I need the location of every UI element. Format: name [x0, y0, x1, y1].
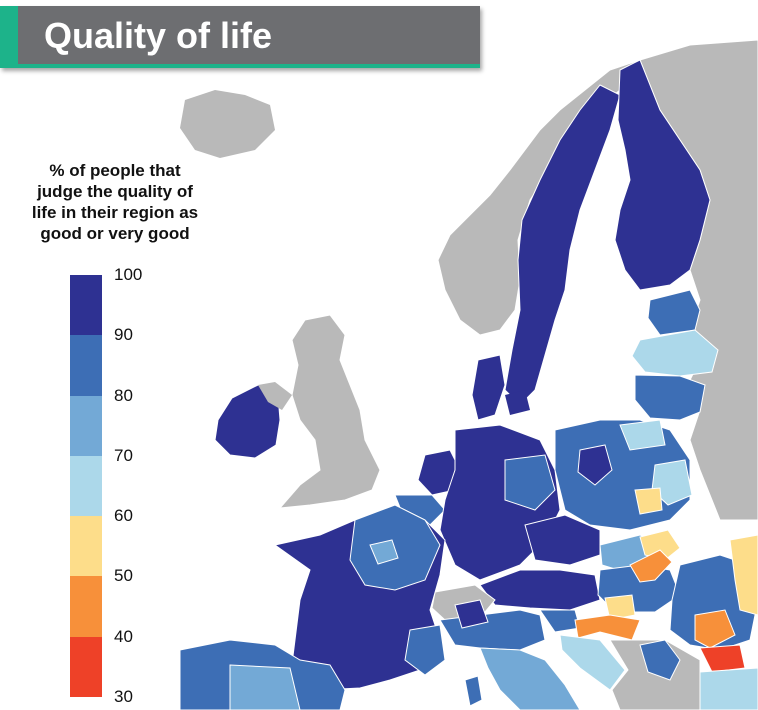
legend-swatch	[70, 275, 102, 336]
croatia-region	[574, 614, 641, 641]
legend-swatch	[70, 455, 102, 517]
poland-north-region	[619, 419, 666, 451]
legend-tick-label: 40	[114, 626, 133, 646]
poland-central-region	[577, 444, 613, 486]
legend-title: % of people that judge the quality of li…	[31, 161, 199, 243]
romania-central-region	[694, 609, 736, 649]
legend-swatch	[70, 636, 102, 697]
balkans-south-region	[639, 639, 681, 681]
legend-tick-label: 60	[114, 506, 133, 526]
denmark-islands	[505, 390, 530, 415]
italy-north-west-region	[454, 599, 489, 629]
slovenia-region	[539, 609, 581, 633]
bulgaria-region	[699, 667, 758, 710]
germany-east-region	[504, 454, 556, 511]
legend-swatch	[70, 335, 102, 396]
legend-swatch	[70, 395, 102, 456]
latvia-region	[631, 329, 719, 377]
denmark-region	[471, 354, 506, 421]
iceland-region	[180, 90, 275, 158]
spain-central-region	[229, 664, 301, 710]
lithuania-region	[634, 374, 706, 421]
legend-tick-label: 50	[114, 566, 133, 586]
title-underline	[18, 64, 480, 68]
finland-region	[614, 59, 711, 291]
hungary-east-region	[629, 549, 673, 583]
legend-tick-label: 80	[114, 385, 133, 405]
romania-south-region	[699, 644, 746, 673]
croatia-coast-region	[559, 634, 626, 691]
legend-color-scale	[70, 275, 102, 697]
romania-north-east-region	[729, 534, 758, 616]
slovakia-east-region	[639, 529, 681, 561]
great-britain-region	[278, 314, 381, 509]
poland-south-region	[634, 487, 663, 515]
italy-central-region	[479, 647, 581, 710]
czechia-region	[524, 514, 601, 566]
legend-tick-label: 70	[114, 445, 133, 465]
legend-swatch	[70, 516, 102, 577]
poland-east-region	[651, 459, 693, 506]
corsica-region	[464, 675, 483, 707]
northern-ireland-region	[258, 382, 292, 410]
legend-tick-label: 30	[114, 687, 133, 706]
title-accent-stripe	[0, 6, 18, 68]
france-south-east-region	[404, 624, 446, 676]
sweden-region	[504, 84, 621, 406]
title-banner: Quality of life	[0, 6, 480, 68]
legend-swatch	[70, 576, 102, 637]
estonia-region	[647, 289, 701, 336]
austria-region	[479, 569, 601, 611]
france-paris-region	[369, 539, 399, 565]
legend-tick-label: 100	[114, 265, 143, 284]
hungary-south-region	[604, 594, 636, 621]
legend-tick-label: 90	[114, 325, 133, 345]
map-title: Quality of life	[44, 15, 273, 56]
